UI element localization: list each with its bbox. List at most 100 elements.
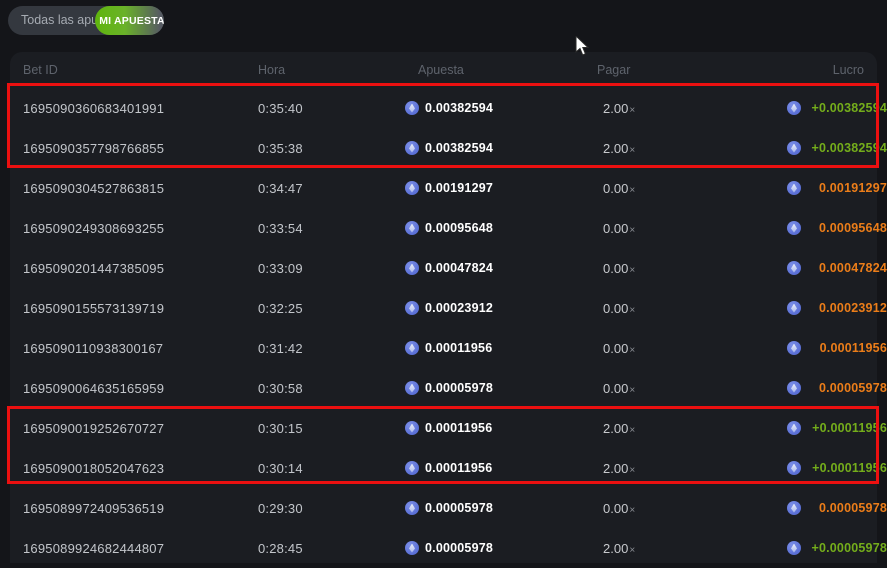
bet-time: 0:30:14 xyxy=(258,460,303,476)
bet-amount-cell: 0.00047824 xyxy=(405,261,597,275)
ethereum-coin-icon xyxy=(787,381,801,395)
profit-cell: 0.00011956 xyxy=(787,341,887,355)
ethereum-coin-icon xyxy=(787,501,801,515)
table-row[interactable]: 1695089924682444807 0:28:45 0.00005978 2… xyxy=(10,528,887,568)
profit-cell: 0.00023912 xyxy=(787,301,887,315)
ethereum-coin-icon xyxy=(405,101,419,115)
multiplier-sign: × xyxy=(629,104,636,116)
payout-multiplier-cell: 2.00× xyxy=(597,421,787,436)
bet-id: 1695090304527863815 xyxy=(23,180,165,196)
profit-cell: +0.00382594 xyxy=(787,141,887,155)
ethereum-coin-icon xyxy=(405,221,419,235)
multiplier-sign: × xyxy=(629,184,636,196)
bet-time: 0:34:47 xyxy=(258,180,303,196)
payout-multiplier: 2.00 xyxy=(603,460,629,476)
profit-amount: 0.00005978 xyxy=(818,501,887,515)
table-row[interactable]: 1695090304527863815 0:34:47 0.00191297 0… xyxy=(10,168,887,208)
ethereum-coin-icon xyxy=(787,301,801,315)
profit-amount: +0.00005978 xyxy=(811,541,887,555)
bet-amount: 0.00023912 xyxy=(425,301,494,315)
tab-my-bet[interactable]: MI APUESTA xyxy=(95,6,164,35)
multiplier-sign: × xyxy=(629,504,636,516)
bets-table-panel: Bet ID Hora Apuesta Pagar Lucro 16950903… xyxy=(10,52,887,563)
table-row[interactable]: 1695090064635165959 0:30:58 0.00005978 0… xyxy=(10,368,887,408)
ethereum-coin-icon xyxy=(787,101,801,115)
bet-time: 0:30:15 xyxy=(258,420,303,436)
ethereum-coin-icon xyxy=(787,141,801,155)
multiplier-sign: × xyxy=(629,344,636,356)
profit-amount: 0.00011956 xyxy=(819,341,887,355)
payout-multiplier-cell: 2.00× xyxy=(597,101,787,116)
bet-id: 1695090064635165959 xyxy=(23,380,165,396)
profit-cell: +0.00005978 xyxy=(787,541,887,555)
bet-amount-cell: 0.00011956 xyxy=(405,461,597,475)
payout-multiplier-cell: 0.00× xyxy=(597,261,787,276)
multiplier-sign: × xyxy=(629,304,636,316)
table-row[interactable]: 1695090110938300167 0:31:42 0.00011956 0… xyxy=(10,328,887,368)
bet-time: 0:31:42 xyxy=(258,340,303,356)
table-row[interactable]: 1695090019252670727 0:30:15 0.00011956 2… xyxy=(10,408,887,448)
bet-amount-cell: 0.00382594 xyxy=(405,141,597,155)
ethereum-coin-icon xyxy=(405,261,419,275)
multiplier-sign: × xyxy=(629,424,636,436)
ethereum-coin-icon xyxy=(405,181,419,195)
payout-multiplier: 0.00 xyxy=(603,380,629,396)
payout-multiplier: 0.00 xyxy=(603,180,629,196)
profit-cell: 0.00005978 xyxy=(787,381,887,395)
table-row[interactable]: 1695090360683401991 0:35:40 0.00382594 2… xyxy=(10,88,887,128)
ethereum-coin-icon xyxy=(405,501,419,515)
bet-time: 0:28:45 xyxy=(258,540,303,556)
bet-id: 1695090360683401991 xyxy=(23,100,165,116)
bet-id: 1695089972409536519 xyxy=(23,500,165,516)
table-body: 1695090360683401991 0:35:40 0.00382594 2… xyxy=(10,88,887,568)
bet-amount: 0.00095648 xyxy=(425,221,494,235)
payout-multiplier: 2.00 xyxy=(603,140,629,156)
payout-multiplier: 0.00 xyxy=(603,500,629,516)
profit-amount: 0.00095648 xyxy=(818,221,887,235)
table-row[interactable]: 1695090249308693255 0:33:54 0.00095648 0… xyxy=(10,208,887,248)
bet-time: 0:35:38 xyxy=(258,140,303,156)
multiplier-sign: × xyxy=(629,224,636,236)
bet-amount-cell: 0.00005978 xyxy=(405,381,597,395)
bet-amount: 0.00382594 xyxy=(425,101,494,115)
ethereum-coin-icon xyxy=(787,541,801,555)
profit-amount: +0.00382594 xyxy=(811,141,887,155)
bet-amount-cell: 0.00191297 xyxy=(405,181,597,195)
bet-id: 1695090201447385095 xyxy=(23,260,165,276)
bet-amount-cell: 0.00095648 xyxy=(405,221,597,235)
bet-amount-cell: 0.00023912 xyxy=(405,301,597,315)
payout-multiplier-cell: 0.00× xyxy=(597,381,787,396)
bet-time: 0:33:09 xyxy=(258,260,303,276)
bet-amount: 0.00047824 xyxy=(425,261,494,275)
table-header-row: Bet ID Hora Apuesta Pagar Lucro xyxy=(10,52,877,88)
table-row[interactable]: 1695090201447385095 0:33:09 0.00047824 0… xyxy=(10,248,887,288)
profit-amount: +0.00011956 xyxy=(812,461,887,475)
ethereum-coin-icon xyxy=(405,341,419,355)
profit-cell: 0.00191297 xyxy=(787,181,887,195)
payout-multiplier-cell: 2.00× xyxy=(597,541,787,556)
bet-amount-cell: 0.00011956 xyxy=(405,421,597,435)
profit-cell: 0.00005978 xyxy=(787,501,887,515)
bet-id: 1695090155573139719 xyxy=(23,300,165,316)
bet-amount: 0.00005978 xyxy=(425,541,494,555)
payout-multiplier: 2.00 xyxy=(603,100,629,116)
bet-amount: 0.00382594 xyxy=(425,141,494,155)
bet-amount-cell: 0.00005978 xyxy=(405,541,597,555)
table-row[interactable]: 1695090018052047623 0:30:14 0.00011956 2… xyxy=(10,448,887,488)
payout-multiplier: 0.00 xyxy=(603,340,629,356)
table-row[interactable]: 1695090155573139719 0:32:25 0.00023912 0… xyxy=(10,288,887,328)
column-header-bet-id: Bet ID xyxy=(23,63,58,77)
profit-amount: 0.00047824 xyxy=(818,261,887,275)
ethereum-coin-icon xyxy=(405,141,419,155)
payout-multiplier-cell: 0.00× xyxy=(597,221,787,236)
multiplier-sign: × xyxy=(629,144,636,156)
bet-time: 0:32:25 xyxy=(258,300,303,316)
bets-tab-switcher: Todas las apuestas MI APUESTA xyxy=(8,6,164,35)
table-row[interactable]: 1695089972409536519 0:29:30 0.00005978 0… xyxy=(10,488,887,528)
profit-amount: 0.00023912 xyxy=(818,301,887,315)
ethereum-coin-icon xyxy=(405,381,419,395)
bet-id: 1695090249308693255 xyxy=(23,220,165,236)
payout-multiplier-cell: 2.00× xyxy=(597,141,787,156)
table-row[interactable]: 1695090357798766855 0:35:38 0.00382594 2… xyxy=(10,128,887,168)
ethereum-coin-icon xyxy=(787,221,801,235)
